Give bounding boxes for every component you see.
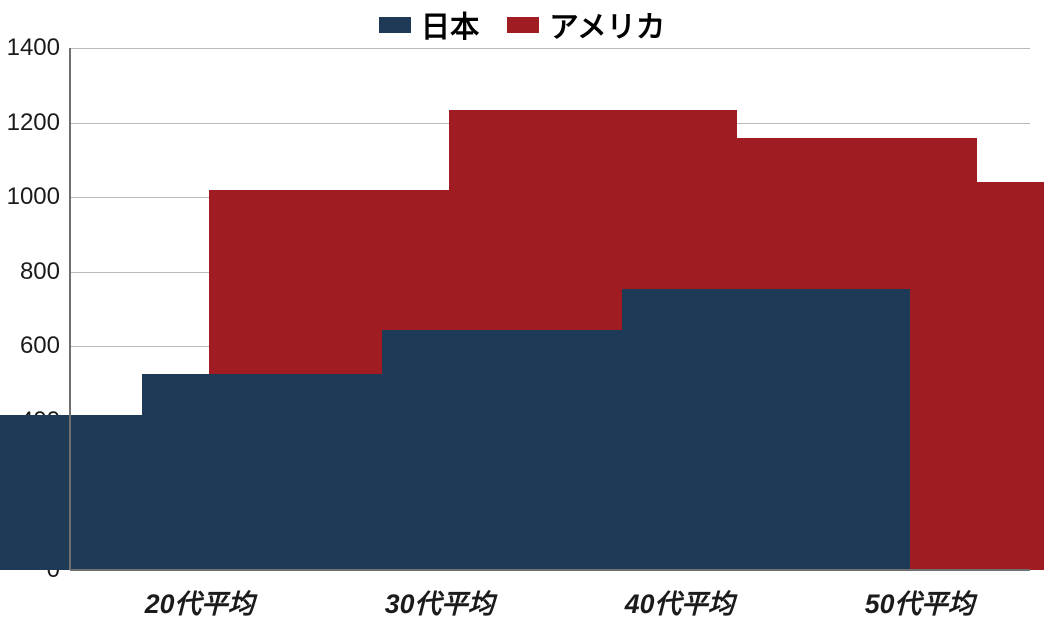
y-tick-label: 600 <box>20 332 70 360</box>
x-tick-label: 40代平均 <box>625 570 735 621</box>
chart-container: 日本 アメリカ 020040060080010001200140020代平均30代… <box>0 0 1044 628</box>
legend-swatch-1 <box>507 17 539 33</box>
y-axis-line <box>69 48 71 570</box>
y-tick-label: 1200 <box>7 109 70 137</box>
legend-label-1: アメリカ <box>549 4 665 46</box>
legend-item-1: アメリカ <box>507 4 665 46</box>
legend-swatch-0 <box>379 17 411 33</box>
x-tick-label: 50代平均 <box>865 570 975 621</box>
y-tick-label: 1400 <box>7 34 70 62</box>
x-tick-label: 30代平均 <box>385 570 495 621</box>
x-tick-label: 20代平均 <box>145 570 255 621</box>
legend-item-0: 日本 <box>379 4 480 46</box>
legend: 日本 アメリカ <box>0 4 1044 46</box>
gridline <box>70 48 1030 49</box>
y-tick-label: 800 <box>20 258 70 286</box>
y-tick-label: 1000 <box>7 183 70 211</box>
plot-area: 020040060080010001200140020代平均30代平均40代平均… <box>70 48 1030 570</box>
bar <box>929 182 1044 570</box>
bar <box>622 289 910 571</box>
x-axis-line <box>70 569 1030 571</box>
legend-label-0: 日本 <box>421 4 480 46</box>
